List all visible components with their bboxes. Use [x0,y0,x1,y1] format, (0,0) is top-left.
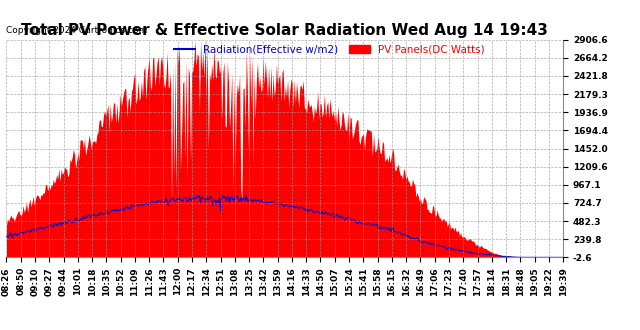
Text: Copyright 2024 Curtronics.com: Copyright 2024 Curtronics.com [6,26,148,35]
Title: Total PV Power & Effective Solar Radiation Wed Aug 14 19:43: Total PV Power & Effective Solar Radiati… [21,23,548,38]
Legend: Radiation(Effective w/m2), PV Panels(DC Watts): Radiation(Effective w/m2), PV Panels(DC … [170,41,489,59]
